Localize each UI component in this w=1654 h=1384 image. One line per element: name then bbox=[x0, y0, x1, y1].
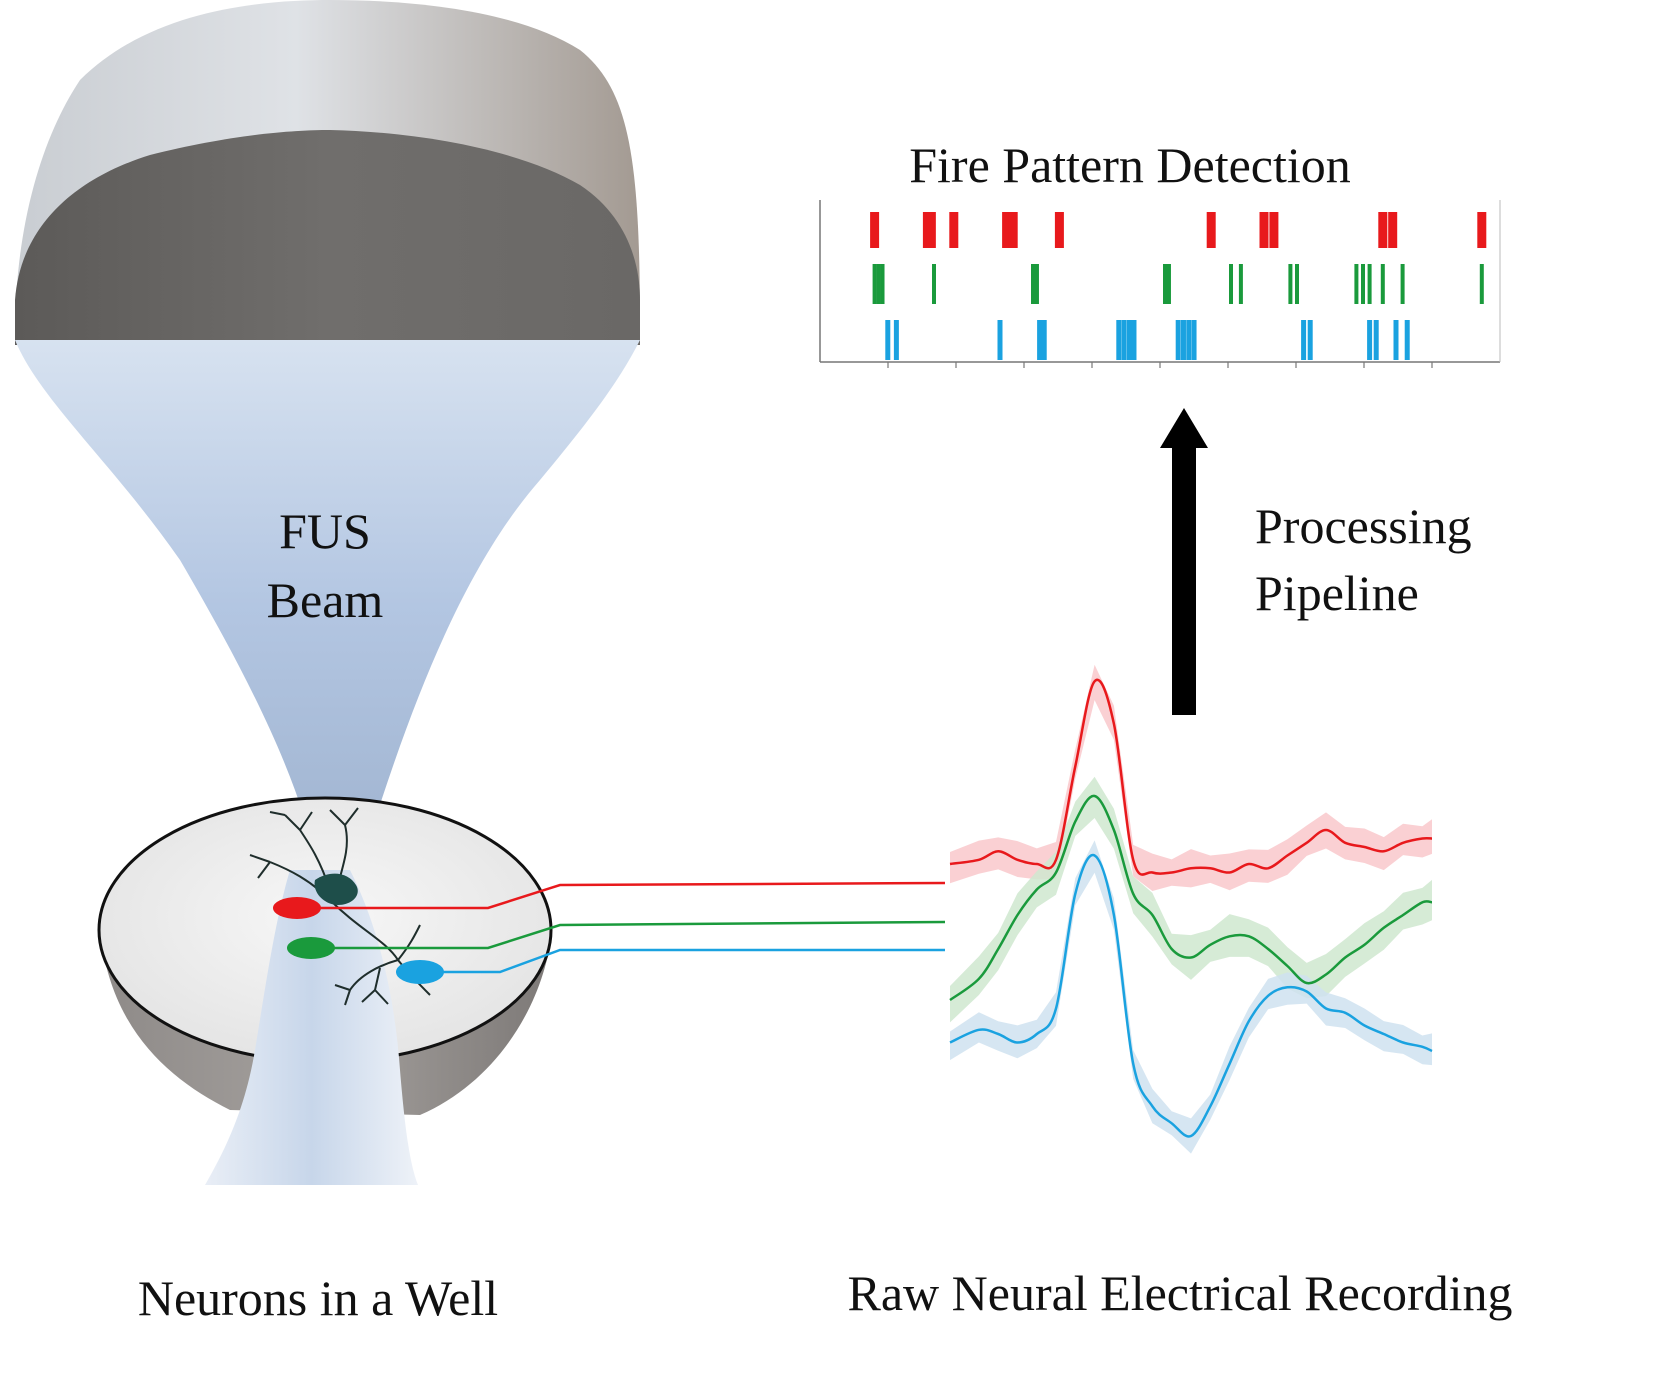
spike-green-8 bbox=[1229, 264, 1233, 304]
spike-blue-12 bbox=[1191, 320, 1197, 360]
spike-red-3 bbox=[949, 212, 959, 248]
spike-green-14 bbox=[1367, 264, 1372, 304]
neuron-soma bbox=[314, 873, 358, 905]
spike-red-6 bbox=[1008, 212, 1018, 248]
spike-blue-10 bbox=[1180, 320, 1186, 360]
spike-blue-7 bbox=[1126, 320, 1132, 360]
trace-band-red bbox=[950, 664, 1432, 891]
spike-blue-0 bbox=[885, 320, 891, 360]
beam-label-line1: FUS bbox=[279, 503, 371, 559]
spike-green-9 bbox=[1238, 264, 1243, 304]
electrode-wires bbox=[318, 881, 946, 974]
electrode-red bbox=[273, 897, 321, 919]
spike-red-8 bbox=[1206, 212, 1216, 248]
raster-spikes bbox=[870, 212, 1487, 360]
raster-x-ticks bbox=[887, 362, 1433, 368]
spike-red-12 bbox=[1388, 212, 1398, 248]
spike-green-5 bbox=[1034, 264, 1039, 304]
spike-red-11 bbox=[1378, 212, 1388, 248]
spike-blue-14 bbox=[1307, 320, 1313, 360]
spike-green-13 bbox=[1361, 264, 1365, 304]
spike-green-7 bbox=[1166, 264, 1171, 304]
well-label: Neurons in a Well bbox=[138, 1270, 498, 1326]
spike-red-10 bbox=[1269, 212, 1279, 248]
fus-transducer bbox=[15, 0, 640, 345]
spike-blue-15 bbox=[1367, 320, 1373, 360]
spike-green-6 bbox=[1163, 264, 1167, 304]
raw-neural-recording-plot bbox=[949, 664, 1433, 1154]
fire-pattern-raster bbox=[819, 200, 1501, 368]
transducer-face bbox=[15, 130, 640, 345]
spike-red-9 bbox=[1259, 212, 1269, 248]
spike-green-10 bbox=[1288, 264, 1293, 304]
spike-red-2 bbox=[926, 212, 936, 248]
spike-green-3 bbox=[932, 264, 936, 304]
spike-green-4 bbox=[1031, 264, 1035, 304]
spike-blue-3 bbox=[1037, 320, 1043, 360]
spike-blue-5 bbox=[1116, 320, 1122, 360]
recording-label: Raw Neural Electrical Recording bbox=[848, 1265, 1513, 1321]
pipeline-label-line2: Pipeline bbox=[1255, 565, 1419, 621]
trace-line-blue bbox=[949, 853, 1433, 1138]
spike-red-13 bbox=[1477, 212, 1487, 248]
spike-blue-17 bbox=[1393, 320, 1399, 360]
spike-blue-9 bbox=[1175, 320, 1181, 360]
trace-line-red bbox=[949, 678, 1433, 876]
spike-green-12 bbox=[1354, 264, 1359, 304]
spike-blue-13 bbox=[1301, 320, 1307, 360]
arrow-head bbox=[1160, 408, 1208, 448]
arrow-shaft bbox=[1172, 445, 1196, 715]
wire-blue bbox=[442, 948, 945, 974]
spike-green-17 bbox=[1479, 264, 1484, 304]
spike-red-7 bbox=[1054, 212, 1064, 248]
spike-blue-11 bbox=[1186, 320, 1192, 360]
fus-beam-cone bbox=[15, 340, 640, 870]
wire-red bbox=[318, 881, 946, 910]
electrode-blue bbox=[396, 960, 444, 984]
spike-red-0 bbox=[870, 212, 880, 248]
spike-green-15 bbox=[1380, 264, 1385, 304]
processing-arrow bbox=[1160, 408, 1208, 715]
spike-blue-6 bbox=[1121, 320, 1127, 360]
pipeline-label-line1: Processing bbox=[1255, 498, 1472, 554]
spike-green-1 bbox=[876, 264, 881, 304]
electrode-green bbox=[287, 937, 335, 959]
detection-label: Fire Pattern Detection bbox=[909, 137, 1351, 193]
spike-green-0 bbox=[872, 264, 877, 304]
spike-blue-18 bbox=[1404, 320, 1410, 360]
spike-blue-4 bbox=[1041, 320, 1047, 360]
well bbox=[97, 796, 553, 1185]
trace-line-green bbox=[949, 794, 1433, 1002]
spike-blue-1 bbox=[893, 320, 899, 360]
wire-green bbox=[333, 920, 946, 950]
beam-label-line2: Beam bbox=[267, 572, 384, 628]
spike-green-2 bbox=[880, 264, 885, 304]
spike-blue-8 bbox=[1131, 320, 1137, 360]
spike-blue-16 bbox=[1373, 320, 1379, 360]
spike-blue-2 bbox=[997, 320, 1003, 360]
spike-green-11 bbox=[1295, 264, 1299, 304]
trace-band-green bbox=[950, 776, 1432, 1023]
spike-green-16 bbox=[1400, 264, 1405, 304]
